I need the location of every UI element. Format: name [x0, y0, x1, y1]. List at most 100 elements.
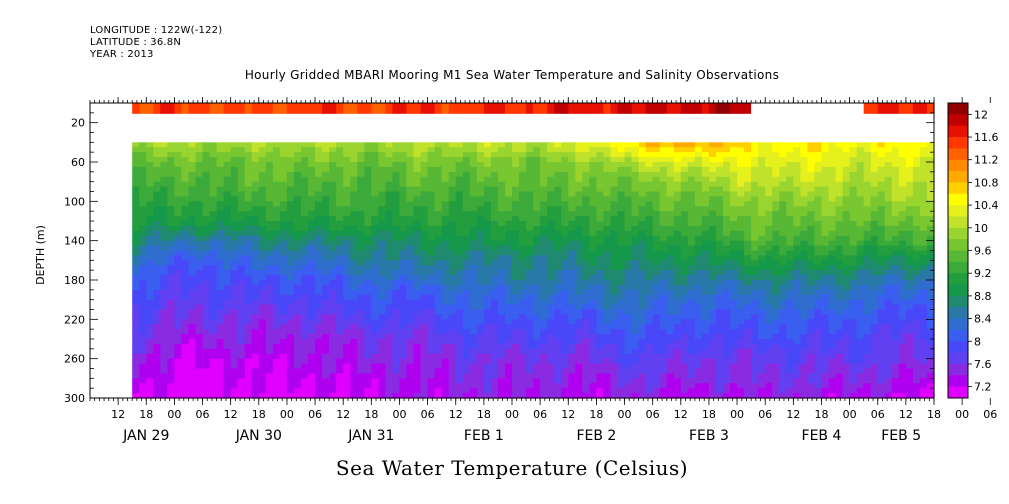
temperature-cell	[392, 393, 401, 399]
temperature-cell	[631, 270, 640, 276]
temperature-cell	[230, 162, 239, 168]
temperature-cell	[378, 260, 386, 266]
temperature-cell	[519, 294, 527, 301]
temperature-cell	[708, 314, 717, 320]
surface-cell	[364, 103, 372, 114]
temperature-cell	[519, 275, 527, 281]
surface-cell	[371, 103, 379, 114]
temperature-cell	[315, 368, 323, 375]
temperature-cell	[701, 309, 710, 316]
temperature-cell	[392, 299, 401, 306]
temperature-cell	[568, 393, 576, 399]
temperature-cell	[209, 304, 218, 311]
temperature-cell	[455, 255, 464, 261]
temperature-cell	[343, 142, 351, 148]
temperature-cell	[631, 284, 640, 291]
temperature-cell	[132, 142, 140, 148]
temperature-cell	[758, 348, 766, 355]
temperature-cell	[547, 206, 555, 212]
temperature-cell	[244, 255, 253, 261]
temperature-cell	[723, 240, 731, 247]
temperature-cell	[772, 363, 780, 370]
temperature-cell	[237, 176, 246, 183]
temperature-cell	[652, 319, 661, 325]
temperature-cell	[399, 181, 408, 188]
temperature-cell	[765, 383, 773, 389]
temperature-cell	[139, 314, 147, 320]
temperature-cell	[427, 373, 436, 379]
temperature-cell	[575, 284, 583, 291]
temperature-cell	[357, 250, 365, 257]
temperature-cell	[399, 166, 408, 173]
temperature-cell	[483, 314, 492, 320]
temperature-cell	[589, 339, 597, 345]
temperature-cell	[779, 353, 787, 360]
temperature-cell	[603, 383, 612, 389]
temperature-cell	[336, 255, 344, 261]
temperature-cell	[765, 230, 773, 237]
temperature-cell	[687, 211, 696, 217]
temperature-cell	[737, 265, 745, 271]
temperature-cell	[659, 147, 668, 153]
temperature-cell	[357, 265, 365, 271]
temperature-cell	[723, 299, 731, 306]
temperature-cell	[512, 265, 520, 271]
temperature-cell	[279, 284, 288, 291]
temperature-cell	[371, 284, 379, 291]
temperature-cell	[547, 388, 555, 394]
temperature-cell	[497, 221, 506, 227]
temperature-cell	[687, 284, 696, 291]
temperature-cell	[392, 240, 401, 247]
temperature-cell	[181, 230, 190, 237]
temperature-cell	[680, 284, 689, 291]
temperature-cell	[146, 206, 154, 212]
temperature-cell	[455, 265, 464, 271]
temperature-cell	[512, 201, 520, 207]
temperature-cell	[519, 225, 527, 232]
temperature-cell	[258, 373, 267, 379]
temperature-cell	[547, 343, 555, 350]
temperature-cell	[286, 329, 295, 335]
surface-cell	[448, 103, 457, 114]
temperature-cell	[779, 334, 787, 340]
temperature-cell	[146, 368, 154, 375]
temperature-cell	[751, 294, 759, 301]
temperature-cell	[195, 162, 204, 168]
temperature-cell	[490, 324, 499, 330]
temperature-cell	[512, 142, 520, 148]
temperature-cell	[638, 373, 647, 379]
temperature-cell	[371, 314, 379, 320]
temperature-cell	[715, 201, 724, 207]
temperature-cell	[265, 353, 274, 360]
temperature-cell	[174, 171, 183, 178]
temperature-cell	[533, 196, 541, 202]
temperature-cell	[490, 378, 499, 384]
temperature-cell	[659, 339, 668, 345]
temperature-cell	[645, 339, 654, 345]
temperature-cell	[519, 171, 527, 178]
temperature-cell	[434, 191, 443, 198]
temperature-cell	[230, 275, 239, 281]
temperature-cell	[765, 196, 773, 202]
temperature-cell	[483, 201, 492, 207]
temperature-cell	[385, 216, 394, 222]
temperature-cell	[694, 353, 703, 360]
temperature-cell	[265, 363, 274, 370]
temperature-cell	[286, 152, 295, 158]
temperature-cell	[659, 294, 668, 301]
temperature-cell	[434, 240, 443, 247]
temperature-cell	[462, 245, 471, 252]
temperature-cell	[258, 191, 267, 198]
temperature-cell	[167, 383, 175, 389]
temperature-cell	[596, 373, 605, 379]
temperature-cell	[174, 275, 183, 281]
temperature-cell	[744, 181, 752, 188]
temperature-cell	[364, 368, 372, 375]
temperature-cell	[554, 211, 562, 217]
temperature-cell	[146, 383, 154, 389]
temperature-cell	[160, 206, 168, 212]
temperature-cell	[638, 289, 647, 296]
temperature-cell	[680, 383, 689, 389]
temperature-cell	[666, 329, 675, 335]
temperature-cell	[153, 324, 161, 330]
